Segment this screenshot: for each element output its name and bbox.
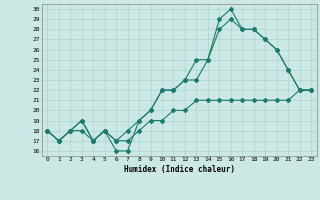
X-axis label: Humidex (Indice chaleur): Humidex (Indice chaleur) [124,165,235,174]
